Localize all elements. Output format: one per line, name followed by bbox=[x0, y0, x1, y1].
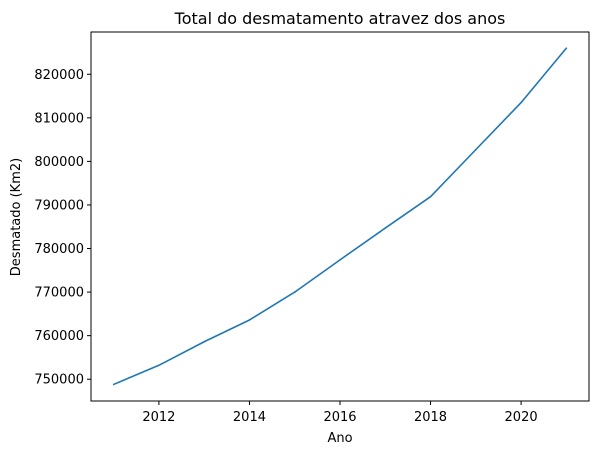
x-tick-label: 2012 bbox=[142, 410, 175, 425]
y-tick-label: 800000 bbox=[34, 155, 84, 170]
x-tick-label: 2018 bbox=[414, 410, 447, 425]
data-point bbox=[384, 227, 387, 229]
x-axis-label: Ano bbox=[327, 431, 352, 446]
x-tick-label: 2014 bbox=[233, 410, 266, 425]
data-point bbox=[339, 259, 341, 261]
data-point bbox=[429, 195, 432, 198]
y-tick-label: 760000 bbox=[34, 329, 84, 344]
plot-frame bbox=[90, 31, 590, 402]
x-tick-label: 2016 bbox=[323, 410, 356, 425]
y-tick-label: 820000 bbox=[34, 68, 84, 83]
data-point bbox=[158, 364, 160, 367]
y-axis-label: Desmatado (Km2) bbox=[9, 158, 24, 276]
y-tick-label: 750000 bbox=[34, 373, 84, 388]
data-point bbox=[520, 101, 522, 104]
data-point bbox=[293, 291, 296, 293]
x-tick-label: 2020 bbox=[505, 410, 538, 425]
y-tick-label: 790000 bbox=[34, 198, 84, 213]
x-axis: 2012 2014 2016 2018 2020 bbox=[142, 401, 538, 425]
y-tick-label: 770000 bbox=[34, 286, 84, 301]
y-tick-label: 810000 bbox=[34, 111, 84, 126]
data-point bbox=[565, 47, 568, 49]
data-point bbox=[475, 148, 477, 151]
data-point bbox=[112, 383, 115, 386]
data-point bbox=[248, 319, 251, 321]
series-line bbox=[113, 47, 567, 386]
data-point bbox=[203, 340, 205, 343]
chart-title: Total do desmatamento atravez dos anos bbox=[174, 9, 506, 28]
y-tick-label: 780000 bbox=[34, 242, 84, 257]
y-axis: 750000 760000 770000 780000 790000 800000 8100… bbox=[34, 68, 91, 388]
plot-area bbox=[112, 47, 568, 386]
